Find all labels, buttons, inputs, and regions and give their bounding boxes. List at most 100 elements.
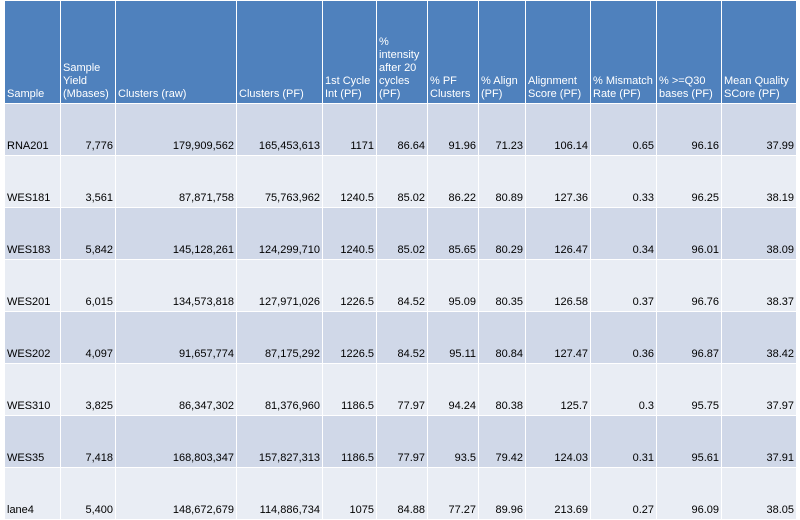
table-cell: 96.09 — [656, 467, 722, 520]
column-header: % intensity after 20 cycles (PF) — [376, 0, 428, 104]
table-cell: 7,418 — [60, 415, 116, 468]
column-header: % PF Clusters — [427, 0, 479, 104]
table-cell: 37.99 — [721, 103, 797, 156]
column-header: Sample — [4, 0, 61, 104]
table-cell: 3,561 — [60, 155, 116, 208]
sample-name-cell: WES35 — [4, 415, 61, 468]
table-cell: 125.7 — [525, 363, 591, 416]
table-cell: 96.25 — [656, 155, 722, 208]
table-cell: 86.22 — [427, 155, 479, 208]
table-cell: 4,097 — [60, 311, 116, 364]
table-cell: 127.36 — [525, 155, 591, 208]
table-cell: 0.37 — [590, 259, 657, 312]
table-cell: 91,657,774 — [115, 311, 237, 364]
table-cell: 87,175,292 — [236, 311, 323, 364]
table-cell: 85.65 — [427, 207, 479, 260]
table-cell: 37.97 — [721, 363, 797, 416]
sample-name-cell: WES310 — [4, 363, 61, 416]
table-cell: 168,803,347 — [115, 415, 237, 468]
table-row: WES183 5,842 145,128,261 124,299,710 1240.5 8… — [4, 207, 797, 260]
table-cell: 38.42 — [721, 311, 797, 364]
table-cell: 77.27 — [427, 467, 479, 520]
table-cell: 0.34 — [590, 207, 657, 260]
table-cell: 148,672,679 — [115, 467, 237, 520]
table-cell: 126.58 — [525, 259, 591, 312]
table-cell: 87,871,758 — [115, 155, 237, 208]
table-cell: 95.61 — [656, 415, 722, 468]
column-header: Clusters (raw) — [115, 0, 237, 104]
table-cell: 91.96 — [427, 103, 479, 156]
sample-name-cell: WES202 — [4, 311, 61, 364]
table-cell: 38.09 — [721, 207, 797, 260]
table-cell: 157,827,313 — [236, 415, 323, 468]
table-cell: 86.64 — [376, 103, 428, 156]
table-cell: 93.5 — [427, 415, 479, 468]
table-cell: 1226.5 — [322, 311, 377, 364]
table-cell: 1226.5 — [322, 259, 377, 312]
table-cell: 80.35 — [478, 259, 526, 312]
table-cell: 94.24 — [427, 363, 479, 416]
table-cell: 0.27 — [590, 467, 657, 520]
table-cell: 0.65 — [590, 103, 657, 156]
sample-name-cell: WES201 — [4, 259, 61, 312]
table-cell: 38.05 — [721, 467, 797, 520]
table-row: WES181 3,561 87,871,758 75,763,962 1240.5 85.… — [4, 155, 797, 208]
table-cell: 96.76 — [656, 259, 722, 312]
sample-name-cell: WES181 — [4, 155, 61, 208]
table-cell: 126.47 — [525, 207, 591, 260]
table-cell: 1240.5 — [322, 207, 377, 260]
qc-table-container: Sample Sample Yield (Mbases) Clusters (raw… — [4, 0, 797, 520]
table-row: lane4 5,400 148,672,679 114,886,734 1075 84.8… — [4, 467, 797, 520]
table-cell: 1186.5 — [322, 363, 377, 416]
table-row: WES202 4,097 91,657,774 87,175,292 1226.5 84.… — [4, 311, 797, 364]
table-cell: 80.29 — [478, 207, 526, 260]
table-cell: 85.02 — [376, 207, 428, 260]
table-cell: 106.14 — [525, 103, 591, 156]
table-cell: 96.01 — [656, 207, 722, 260]
table-cell: 213.69 — [525, 467, 591, 520]
table-cell: 0.33 — [590, 155, 657, 208]
table-cell: 77.97 — [376, 415, 428, 468]
table-cell: 81,376,960 — [236, 363, 323, 416]
table-cell: 96.87 — [656, 311, 722, 364]
table-cell: 1171 — [322, 103, 377, 156]
table-cell: 114,886,734 — [236, 467, 323, 520]
table-cell: 5,842 — [60, 207, 116, 260]
table-cell: 38.19 — [721, 155, 797, 208]
table-cell: 86,347,302 — [115, 363, 237, 416]
table-cell: 80.84 — [478, 311, 526, 364]
table-cell: 84.52 — [376, 311, 428, 364]
table-row: WES201 6,015 134,573,818 127,971,026 1226.5 8… — [4, 259, 797, 312]
table-cell: 95.75 — [656, 363, 722, 416]
table-cell: 38.37 — [721, 259, 797, 312]
table-cell: 1075 — [322, 467, 377, 520]
table-cell: 0.3 — [590, 363, 657, 416]
table-cell: 84.52 — [376, 259, 428, 312]
table-body: RNA201 7,776 179,909,562 165,453,613 1171 86.… — [4, 103, 797, 520]
table-cell: 96.16 — [656, 103, 722, 156]
table-cell: 124,299,710 — [236, 207, 323, 260]
table-cell: 77.97 — [376, 363, 428, 416]
table-row: WES310 3,825 86,347,302 81,376,960 1186.5 77.… — [4, 363, 797, 416]
column-header: Mean Quality SCore (PF) — [721, 0, 797, 104]
table-cell: 89.96 — [478, 467, 526, 520]
column-header: % >=Q30 bases (PF) — [656, 0, 722, 104]
column-header: 1st Cycle Int (PF) — [322, 0, 377, 104]
table-cell: 127.47 — [525, 311, 591, 364]
column-header: Sample Yield (Mbases) — [60, 0, 116, 104]
table-cell: 75,763,962 — [236, 155, 323, 208]
table-cell: 84.88 — [376, 467, 428, 520]
table-row: WES35 7,418 168,803,347 157,827,313 1186.5 77… — [4, 415, 797, 468]
table-cell: 80.38 — [478, 363, 526, 416]
table-cell: 1186.5 — [322, 415, 377, 468]
sample-name-cell: lane4 — [4, 467, 61, 520]
table-cell: 6,015 — [60, 259, 116, 312]
table-cell: 37.91 — [721, 415, 797, 468]
table-cell: 7,776 — [60, 103, 116, 156]
table-cell: 0.31 — [590, 415, 657, 468]
table-cell: 3,825 — [60, 363, 116, 416]
table-cell: 179,909,562 — [115, 103, 237, 156]
table-cell: 95.11 — [427, 311, 479, 364]
column-header: % Mismatch Rate (PF) — [590, 0, 657, 104]
table-cell: 80.89 — [478, 155, 526, 208]
